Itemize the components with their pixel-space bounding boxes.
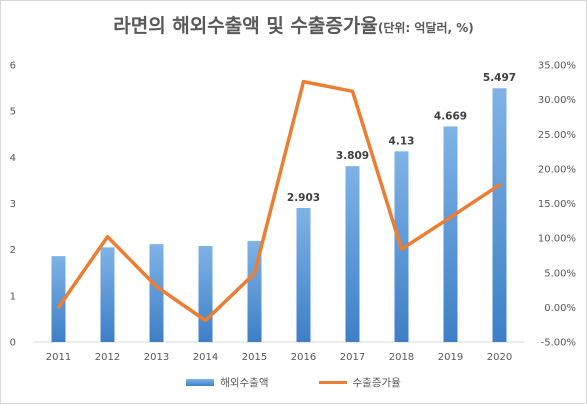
y-right-tick-label: 35.00% bbox=[538, 61, 576, 72]
chart-legend: 해외수출액 수출증가율 bbox=[1, 375, 586, 390]
bar bbox=[443, 126, 458, 342]
y-right-tick-label: 30.00% bbox=[538, 95, 576, 106]
x-tick-label: 2019 bbox=[438, 352, 463, 363]
x-tick-label: 2020 bbox=[487, 352, 512, 363]
y-right-tick-label: 20.00% bbox=[538, 164, 576, 175]
growth-rate-line bbox=[56, 79, 502, 323]
legend-item-export[interactable]: 해외수출액 bbox=[186, 375, 269, 390]
y-right-tick-label: 25.00% bbox=[538, 130, 576, 141]
bar-data-label: 3.809 bbox=[336, 150, 369, 162]
x-tick-label: 2011 bbox=[46, 352, 71, 363]
bar bbox=[198, 245, 213, 342]
bar bbox=[149, 244, 164, 342]
x-tick-label: 2018 bbox=[389, 352, 414, 363]
y-left-tick-label: 3 bbox=[10, 199, 16, 210]
x-tick-label: 2015 bbox=[242, 352, 267, 363]
legend-swatch-bar bbox=[186, 379, 215, 386]
x-tick-label: 2014 bbox=[193, 352, 218, 363]
y-right-tick-label: 0.00% bbox=[544, 303, 576, 314]
chart-title: 라면의 해외수출액 및 수출증가율(단위: 억달러, %) bbox=[1, 11, 586, 38]
bar-data-label: 4.669 bbox=[434, 110, 467, 122]
bar bbox=[492, 88, 507, 342]
legend-label-export: 해외수출액 bbox=[220, 377, 269, 389]
x-tick-label: 2017 bbox=[340, 352, 365, 363]
legend-swatch-line bbox=[318, 381, 347, 384]
bar bbox=[51, 256, 66, 342]
bar-data-label: 4.13 bbox=[389, 135, 415, 147]
chart-title-main: 라면의 해외수출액 및 수출증가율 bbox=[113, 15, 378, 37]
y-left-tick-label: 2 bbox=[10, 245, 16, 256]
bar bbox=[100, 247, 115, 342]
y-left-tick-label: 1 bbox=[10, 291, 16, 302]
x-tick-label: 2012 bbox=[95, 352, 120, 363]
legend-label-growth: 수출증가율 bbox=[352, 377, 401, 389]
bar-data-label: 5.497 bbox=[483, 72, 516, 84]
y-right-tick-label: 10.00% bbox=[538, 234, 576, 245]
y-left-tick-label: 4 bbox=[10, 153, 16, 164]
y-right-tick-label: 15.00% bbox=[538, 199, 576, 210]
y-left-tick-label: 5 bbox=[10, 107, 16, 118]
bar bbox=[296, 207, 311, 342]
legend-item-growth[interactable]: 수출증가율 bbox=[318, 375, 401, 390]
y-right-tick-label: 5.00% bbox=[544, 268, 576, 279]
x-tick-label: 2016 bbox=[291, 352, 316, 363]
y-left-tick-label: 6 bbox=[10, 61, 16, 72]
x-tick-label: 2013 bbox=[144, 352, 169, 363]
y-left-tick-label: 0 bbox=[10, 338, 16, 349]
y-right-tick-label: -5.00% bbox=[541, 338, 576, 349]
chart-title-unit: (단위: 억달러, %) bbox=[377, 21, 474, 35]
bar bbox=[345, 166, 360, 342]
bar-data-label: 2.903 bbox=[287, 192, 320, 204]
